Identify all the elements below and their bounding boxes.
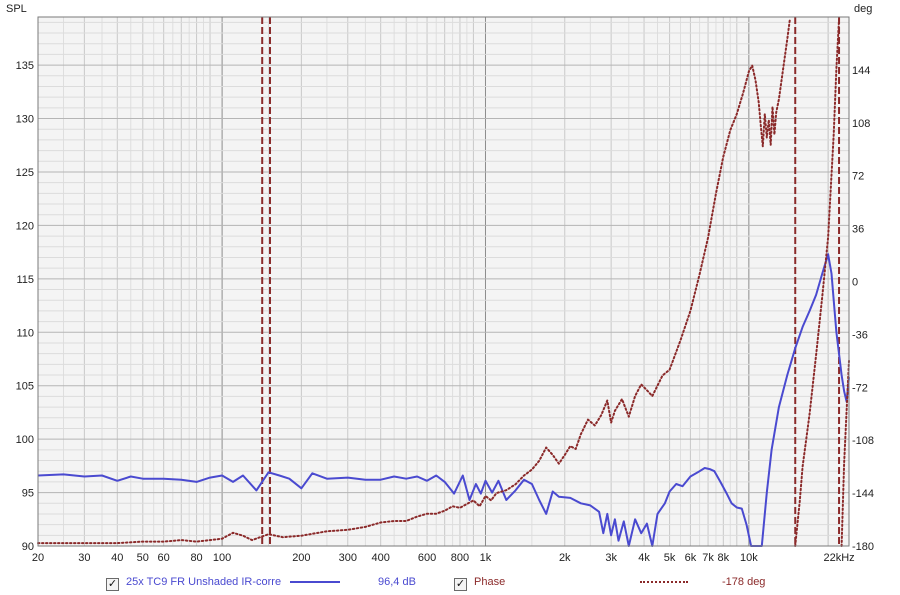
y-ticks-left: 90 95 100 105 110 115 120 125 130 135 [16, 60, 34, 553]
y-tick-label-left: 100 [16, 434, 34, 446]
y-tick-label-left: 90 [22, 541, 34, 553]
x-tick-label: 600 [418, 552, 436, 564]
x-tick-label: 3k [605, 552, 617, 564]
x-tick-label: 8k [718, 552, 730, 564]
plot-area [38, 17, 849, 546]
x-tick-label: 100 [213, 552, 231, 564]
x-ticks: 20 30 40 50 60 80 100 200 300 400 600 800 1k 2k 3k 4k 5k… [32, 552, 855, 564]
x-tick-label: 30 [78, 552, 90, 564]
y-tick-label-left: 105 [16, 381, 34, 393]
series-group [37, 18, 850, 547]
x-tick-label: 1k [480, 552, 492, 564]
x-tick-label: 60 [158, 552, 170, 564]
y-tick-label-right: 36 [852, 224, 864, 236]
legend-swatch-spl [290, 581, 340, 583]
y-tick-label-right: 72 [852, 171, 864, 183]
y-ticks-right: -180 -144 -108 -72 -36 0 36 72 108 144 [852, 65, 874, 553]
y-tick-label-right: -144 [852, 488, 874, 500]
y-tick-label-right: -108 [852, 435, 874, 447]
legend-swatch-phase [640, 581, 688, 583]
x-tick-label: 7k [702, 552, 714, 564]
y-tick-label-right: 144 [852, 65, 870, 77]
legend-value-phase: -178 deg [722, 576, 766, 588]
y-tick-label-right: -36 [852, 329, 868, 341]
x-tick-label: 400 [371, 552, 389, 564]
plot-frame [37, 16, 850, 547]
x-tick-label: 800 [451, 552, 469, 564]
y-axis-left-label: SPL [6, 3, 27, 15]
legend-checkbox-phase[interactable]: ✓ [454, 578, 467, 591]
y-tick-label-right: 108 [852, 118, 870, 130]
y-tick-label-left: 130 [16, 114, 34, 126]
x-tick-label: 2k [559, 552, 571, 564]
frequency-response-chart: SPL deg 90 95 100 105 110 115 120 125 130 135 -18… [6, 3, 874, 564]
spl-curve [37, 253, 850, 547]
legend-label-phase: Phase [474, 576, 506, 588]
legend-value-spl: 96,4 dB [378, 576, 416, 588]
x-tick-label: 200 [292, 552, 310, 564]
x-tick-label: 20 [32, 552, 44, 564]
y-tick-label-left: 120 [16, 220, 34, 232]
x-tick-label: 10k [740, 552, 758, 564]
x-tick-label: 22kHz [823, 552, 854, 564]
y-tick-label-left: 110 [16, 327, 34, 339]
phase-curve [37, 18, 850, 547]
x-tick-label: 40 [111, 552, 123, 564]
legend-checkbox-spl[interactable]: ✓ [106, 578, 119, 591]
x-tick-label: 5k [664, 552, 676, 564]
x-tick-label: 50 [137, 552, 149, 564]
vertical-markers [261, 17, 841, 546]
y-tick-label-right: -72 [852, 382, 868, 394]
grid-lines [37, 17, 849, 547]
y-tick-label-right: -180 [852, 541, 874, 553]
legend-label-spl: 25x TC9 FR Unshaded IR-corre [126, 576, 282, 588]
y-tick-label-right: 0 [852, 277, 858, 289]
y-axis-right-label: deg [854, 3, 872, 15]
y-tick-label-left: 115 [16, 274, 34, 286]
y-tick-label-left: 135 [16, 60, 34, 72]
x-tick-label: 300 [339, 552, 357, 564]
x-tick-label: 80 [190, 552, 202, 564]
y-tick-label-left: 95 [22, 488, 34, 500]
x-tick-label: 4k [638, 552, 650, 564]
y-tick-label-left: 125 [16, 167, 34, 179]
x-tick-label: 6k [685, 552, 697, 564]
legend: ✓ 25x TC9 FR Unshaded IR-corre 96,4 dB ✓… [0, 568, 900, 595]
